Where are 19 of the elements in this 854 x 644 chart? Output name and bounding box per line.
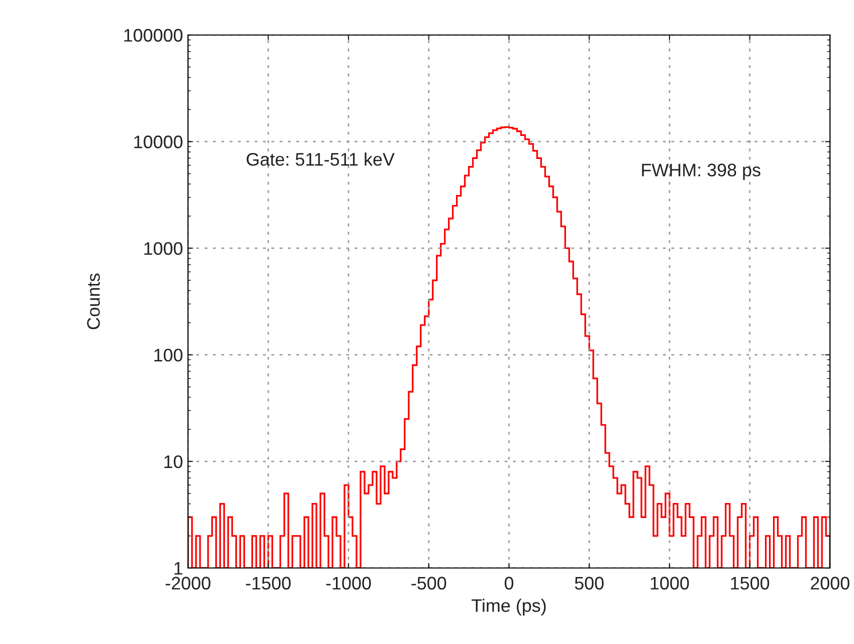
annotation: FWHM: 398 ps <box>642 164 760 180</box>
x-tick-label: 500 <box>574 576 604 590</box>
x-axis-title: Time (ps) <box>472 598 546 616</box>
x-tick-label: 0 <box>504 576 514 590</box>
x-tick-label: 2000 <box>810 576 850 590</box>
x-tick-label: -1500 <box>246 576 291 590</box>
y-tick-label: 100000 <box>124 28 182 42</box>
x-tick-label: 1000 <box>650 576 689 590</box>
y-tick-label: 10 <box>164 455 182 468</box>
x-tick-label: 1500 <box>731 576 770 590</box>
y-tick-label: 10000 <box>134 136 182 148</box>
y-tick-label: 1000 <box>144 242 182 255</box>
x-tick-label: -1000 <box>326 576 371 590</box>
y-axis-title: Counts <box>87 274 100 330</box>
y-tick-label: 100 <box>154 348 182 362</box>
y-tick-label: 1 <box>174 562 182 575</box>
x-tick-label: -500 <box>411 576 446 590</box>
annotation: Gate: 511-511 keV <box>246 152 395 166</box>
x-tick-label: -2000 <box>166 576 210 590</box>
